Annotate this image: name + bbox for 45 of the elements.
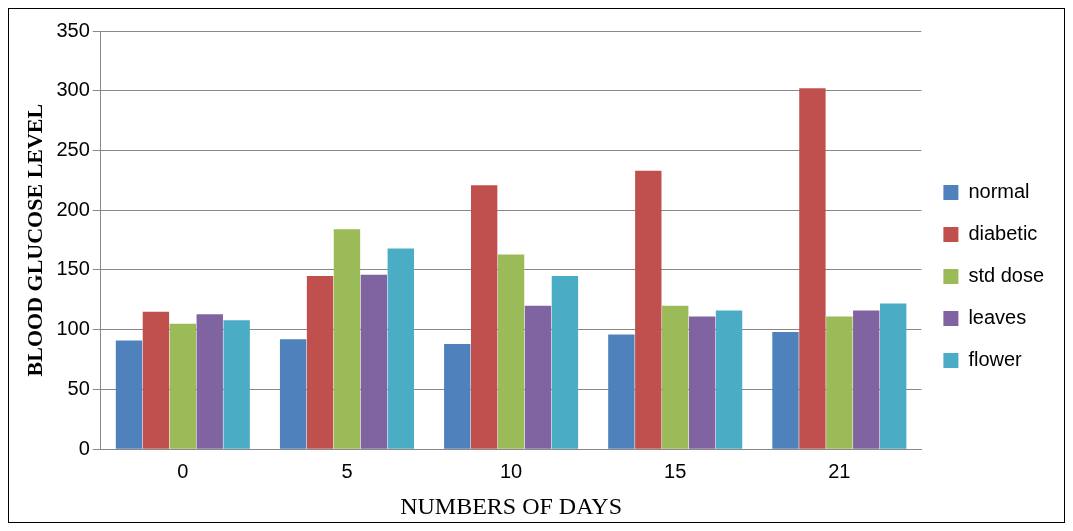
y-tick-label: 300 bbox=[56, 78, 90, 101]
bar bbox=[799, 88, 826, 449]
x-tick-label: 5 bbox=[341, 459, 353, 482]
y-tick-label: 100 bbox=[56, 317, 90, 340]
bar bbox=[826, 316, 853, 449]
bar bbox=[196, 314, 223, 449]
x-tick-label: 10 bbox=[499, 459, 523, 482]
bar bbox=[772, 332, 799, 449]
bar bbox=[551, 275, 579, 449]
bar bbox=[279, 339, 307, 449]
bar bbox=[169, 323, 197, 449]
legend-label: std dose bbox=[968, 264, 1044, 287]
bar bbox=[497, 254, 525, 449]
x-tick-label: 21 bbox=[828, 459, 851, 482]
bar bbox=[688, 316, 716, 449]
legend-label: normal bbox=[968, 180, 1030, 203]
legend-label: leaves bbox=[968, 306, 1027, 329]
bar bbox=[444, 344, 471, 449]
bar bbox=[608, 334, 635, 449]
bar bbox=[524, 305, 552, 449]
legend-label: flower bbox=[968, 348, 1023, 371]
bar bbox=[142, 311, 170, 449]
y-tick-label: 150 bbox=[56, 257, 90, 280]
y-tick-label: 0 bbox=[78, 436, 90, 459]
bar bbox=[470, 185, 498, 449]
legend-label: diabetic bbox=[968, 222, 1038, 245]
y-tick-label: 350 bbox=[56, 18, 90, 41]
bar bbox=[879, 303, 907, 449]
bar bbox=[853, 310, 880, 449]
bar bbox=[333, 229, 361, 449]
bar bbox=[387, 248, 414, 449]
x-tick-label: 0 bbox=[177, 459, 189, 482]
bar bbox=[635, 170, 662, 449]
y-axis-title: BLOOD GLUCOSE LEVEL bbox=[21, 103, 47, 377]
y-tick-label: 50 bbox=[67, 376, 90, 399]
bar bbox=[662, 305, 689, 449]
y-tick-label: 200 bbox=[56, 197, 90, 220]
x-tick-label: 15 bbox=[664, 459, 687, 482]
bar bbox=[223, 320, 250, 449]
bar bbox=[715, 310, 743, 449]
bar bbox=[306, 275, 334, 449]
bar bbox=[115, 340, 143, 449]
x-axis-title: NUMBERS OF DAYS bbox=[400, 492, 623, 519]
y-tick-label: 250 bbox=[56, 138, 90, 160]
bar bbox=[360, 274, 388, 449]
